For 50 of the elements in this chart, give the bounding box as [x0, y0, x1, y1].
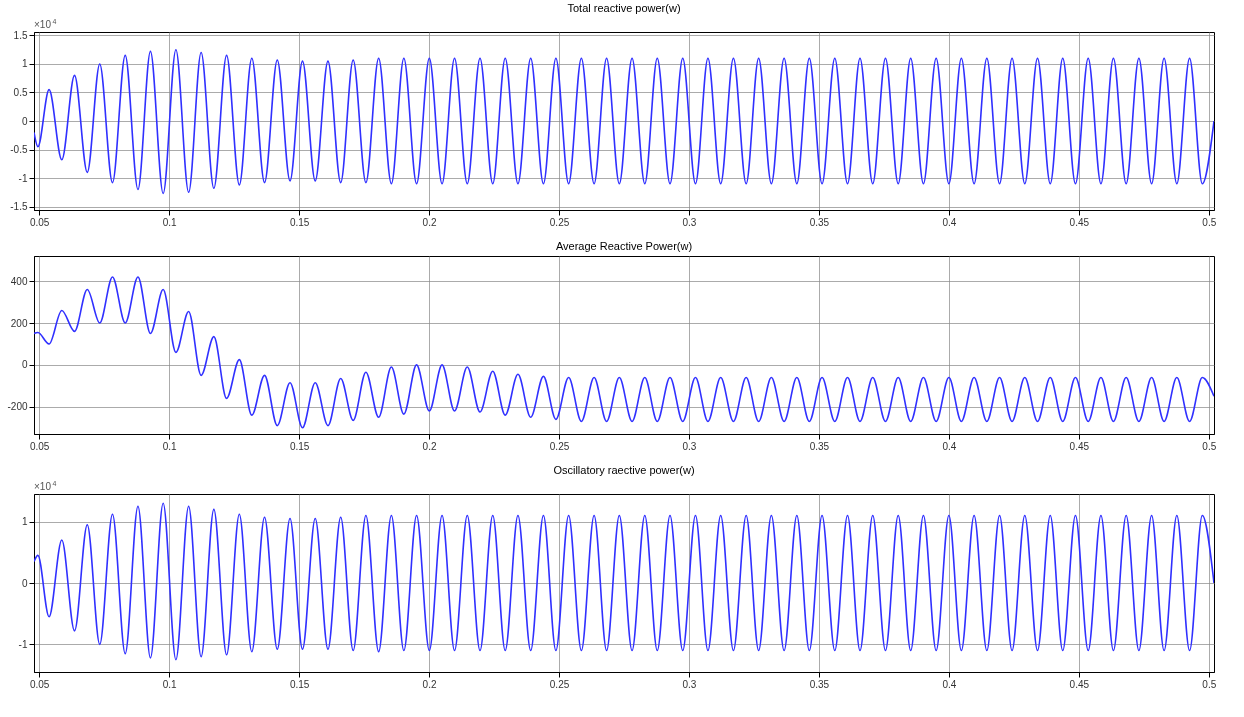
- x-tick-label: 0.35: [809, 440, 830, 452]
- x-tick-label: 0.4: [942, 440, 957, 452]
- y-tick-label: -200: [7, 401, 28, 413]
- x-tick-label: 0.25: [549, 678, 570, 690]
- y-tick-label: 0: [21, 115, 28, 127]
- x-tick-label: 0.3: [682, 678, 697, 690]
- y-tick-label: -0.5: [10, 144, 28, 156]
- x-tick-label: 0.15: [289, 440, 310, 452]
- x-tick-label: 0.4: [942, 216, 957, 228]
- x-tick-label: 0.15: [289, 216, 310, 228]
- x-tick-label: 0.45: [1069, 216, 1090, 228]
- y-tick-label: 0: [21, 359, 28, 371]
- y-tick-label: 1: [21, 58, 28, 70]
- x-tick-label: 0.05: [29, 678, 50, 690]
- y-tick-label: 1.5: [13, 29, 28, 41]
- x-tick-label: 0.2: [422, 678, 437, 690]
- x-tick-label: 0.35: [809, 678, 830, 690]
- x-tick-label: 0.25: [549, 440, 570, 452]
- x-tick-label: 0.15: [289, 678, 310, 690]
- x-tick-label: 0.25: [549, 216, 570, 228]
- line-series: [34, 502, 1214, 661]
- y-tick-label: 1: [21, 516, 28, 528]
- y-tick-label: -1.5: [10, 201, 28, 213]
- x-tick-label: 0.5: [1202, 440, 1217, 452]
- x-tick-label: 0.1: [162, 678, 178, 690]
- chart-title: Oscillatory raective power(w): [553, 464, 695, 476]
- x-tick-label: 0.1: [162, 440, 178, 452]
- x-tick-label: 0.4: [942, 678, 957, 690]
- x-tick-label: 0.05: [29, 440, 50, 452]
- line-series: [34, 276, 1214, 429]
- x-tick-label: 0.5: [1202, 216, 1217, 228]
- x-tick-label: 0.5: [1202, 678, 1217, 690]
- chart-title: Average Reactive Power(w): [555, 240, 693, 252]
- line-series: [34, 48, 1214, 195]
- y-tick-label: 400: [10, 275, 28, 287]
- y-tick-label: 0: [21, 577, 28, 589]
- x-tick-label: 0.05: [29, 216, 50, 228]
- x-tick-label: 0.3: [682, 440, 697, 452]
- x-tick-label: 0.45: [1069, 678, 1090, 690]
- y-tick-label: 200: [10, 317, 28, 329]
- y-tick-label: -1: [18, 638, 28, 650]
- x-tick-label: 0.1: [162, 216, 178, 228]
- x-tick-label: 0.3: [682, 216, 697, 228]
- x-tick-label: 0.2: [422, 216, 437, 228]
- x-tick-label: 0.2: [422, 440, 437, 452]
- y-tick-label: 0.5: [13, 86, 28, 98]
- x-tick-label: 0.35: [809, 216, 830, 228]
- x-tick-label: 0.45: [1069, 440, 1090, 452]
- y-tick-label: -1: [18, 172, 28, 184]
- chart-title: Total reactive power(w): [567, 2, 681, 14]
